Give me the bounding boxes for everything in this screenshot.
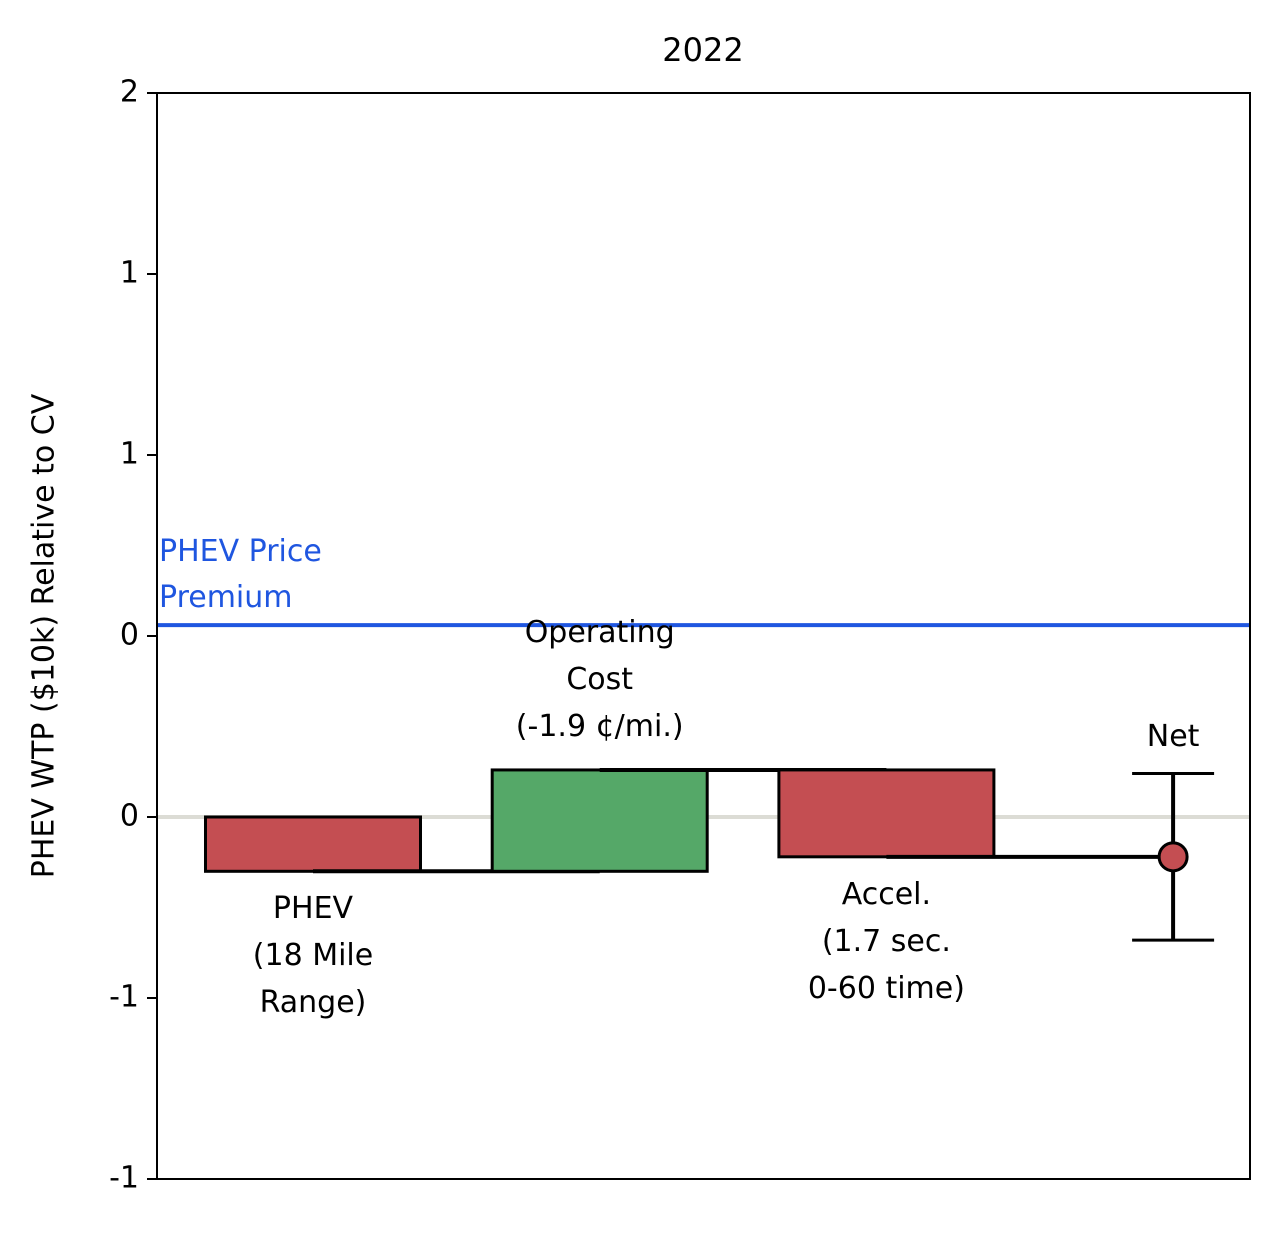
category-label: Operating Cost (-1.9 ¢/mi.) — [515, 614, 684, 744]
bar — [777, 768, 996, 859]
total-point — [1157, 841, 1189, 873]
bar — [204, 815, 422, 873]
bar — [490, 768, 709, 873]
chart-title: 2022 — [662, 31, 743, 69]
y-tick-label: 1 — [120, 437, 139, 472]
y-tick-label: 0 — [120, 799, 139, 834]
y-tick-label: -1 — [109, 980, 139, 1015]
y-tick-label: 1 — [120, 256, 139, 291]
y-axis-label: PHEV WTP ($10k) Relative to CV — [27, 393, 62, 878]
y-tick-label: 0 — [120, 618, 139, 653]
y-tick-label: 2 — [120, 75, 139, 110]
category-label: Net — [1146, 718, 1200, 754]
category-label: Accel. (1.7 sec. 0-60 time) — [807, 876, 965, 1006]
y-tick-label: -1 — [109, 1161, 139, 1196]
reference-label: PHEV Price Premium — [159, 534, 322, 616]
plot-frame — [156, 92, 1251, 1180]
category-label: PHEV (18 Mile Range) — [252, 891, 374, 1021]
